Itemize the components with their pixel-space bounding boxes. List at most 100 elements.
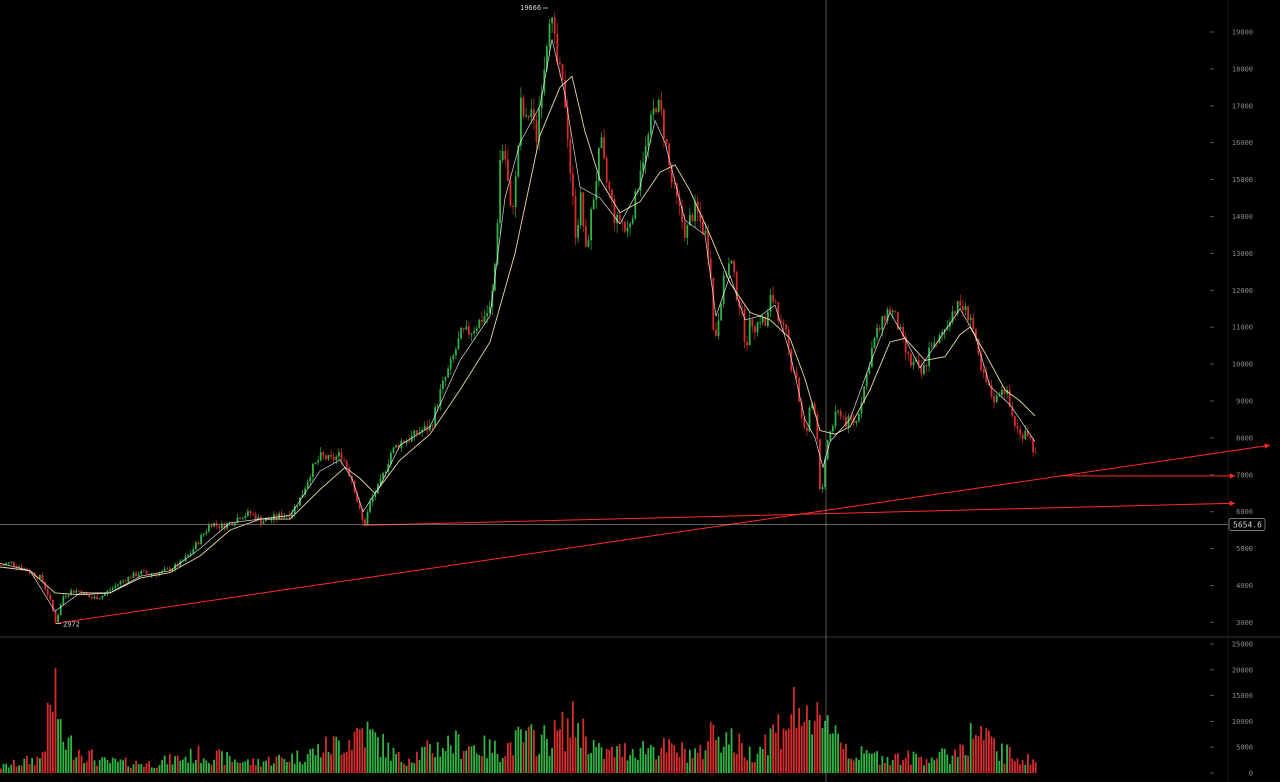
volume-bar — [790, 714, 793, 773]
candle-body — [57, 615, 59, 623]
volume-axis: 25000 20000 15000 10000 5000 0 — [1210, 641, 1253, 778]
candle-body — [969, 317, 972, 321]
volume-bar — [468, 746, 470, 773]
volume-bar — [10, 764, 13, 773]
crosshair-price-label: 5654.6 — [1233, 520, 1262, 529]
volume-bar — [23, 758, 26, 773]
volume-bar — [821, 728, 824, 773]
candle-body — [171, 569, 174, 572]
candle-body — [876, 328, 878, 338]
volume-bar — [837, 733, 839, 773]
volume-bar — [514, 730, 517, 773]
volume-bar — [335, 736, 338, 773]
volume-bar — [559, 729, 561, 773]
volume-bar — [7, 767, 10, 773]
candle-body — [496, 222, 499, 265]
volume-bar — [884, 762, 886, 773]
volume-bar — [959, 744, 962, 773]
volume-bar — [793, 686, 795, 773]
candle-body — [434, 407, 436, 427]
candle-body — [161, 570, 163, 573]
candle-body — [933, 342, 936, 348]
volume-bar — [746, 760, 748, 773]
volume-bar — [738, 733, 741, 773]
volume-bar — [691, 757, 694, 773]
candle-body — [439, 388, 442, 406]
volume-bar — [717, 736, 720, 773]
volume-bar — [356, 728, 358, 773]
candle-body — [725, 275, 728, 276]
volume-bar — [54, 668, 57, 773]
candle-body — [891, 310, 894, 313]
candle-body — [358, 501, 361, 509]
candle-body — [629, 223, 631, 228]
candle-body — [501, 151, 504, 161]
candle-body — [897, 312, 899, 330]
candle-body — [1011, 406, 1014, 417]
volume-bar — [111, 757, 114, 773]
price-tick-label: 17000 — [1232, 102, 1253, 110]
candle-body — [858, 413, 860, 421]
volume-bar — [132, 764, 135, 773]
volume-bar — [202, 758, 205, 773]
volume-bar — [569, 737, 572, 773]
candle-body — [416, 430, 418, 435]
volume-bar — [876, 751, 878, 773]
candle-body — [925, 365, 928, 366]
candle-body — [135, 572, 137, 577]
volume-bar — [704, 750, 707, 773]
candle-body — [538, 108, 540, 142]
volume-bar — [1034, 762, 1037, 773]
volume-bar — [351, 749, 353, 773]
volume-bar — [447, 735, 449, 773]
volume-bar — [803, 721, 806, 773]
candle-body — [618, 214, 621, 221]
volume-bar — [252, 758, 254, 773]
candle-body — [247, 511, 249, 517]
candle-body — [140, 570, 143, 575]
volume-bar — [897, 753, 899, 773]
volume-bar — [995, 751, 998, 773]
candle-body — [163, 568, 166, 571]
volume-bar — [686, 762, 689, 773]
candle-body — [348, 467, 351, 476]
candle-body — [668, 143, 670, 165]
volume-bar — [985, 727, 988, 773]
trendline-arrowhead — [1264, 443, 1270, 449]
volume-bar — [860, 746, 863, 773]
volume-bar — [236, 762, 239, 773]
volume-bar — [122, 760, 124, 773]
candle-body — [127, 576, 130, 582]
volume-bar — [231, 761, 234, 773]
volume-bar — [478, 754, 481, 773]
candle-body — [743, 309, 746, 342]
candle-body — [265, 518, 267, 522]
candle-body — [928, 347, 930, 366]
price-tick-label: 7000 — [1236, 471, 1253, 479]
volume-bar — [296, 750, 299, 773]
candle-body — [1032, 438, 1034, 453]
candle-body — [954, 311, 956, 314]
candle-body — [514, 176, 517, 208]
volume-bar — [808, 720, 811, 773]
candle-body — [525, 115, 527, 117]
volume-bar — [806, 705, 808, 773]
candle-body — [330, 454, 332, 457]
candle-body — [1019, 429, 1021, 435]
candle-body — [839, 411, 842, 417]
candle-body — [910, 354, 912, 366]
volume-bar — [748, 746, 751, 773]
candle-body — [642, 162, 644, 171]
crosshair-price-frame — [1228, 518, 1266, 531]
candle-body — [382, 473, 384, 479]
volume-bar — [462, 751, 465, 773]
volume-bar — [473, 745, 475, 773]
candle-body — [777, 302, 780, 321]
volume-bar — [936, 758, 938, 773]
volume-bar — [533, 730, 535, 773]
volume-bar — [579, 747, 582, 773]
candle-body — [624, 221, 626, 232]
volume-bar — [491, 752, 494, 773]
